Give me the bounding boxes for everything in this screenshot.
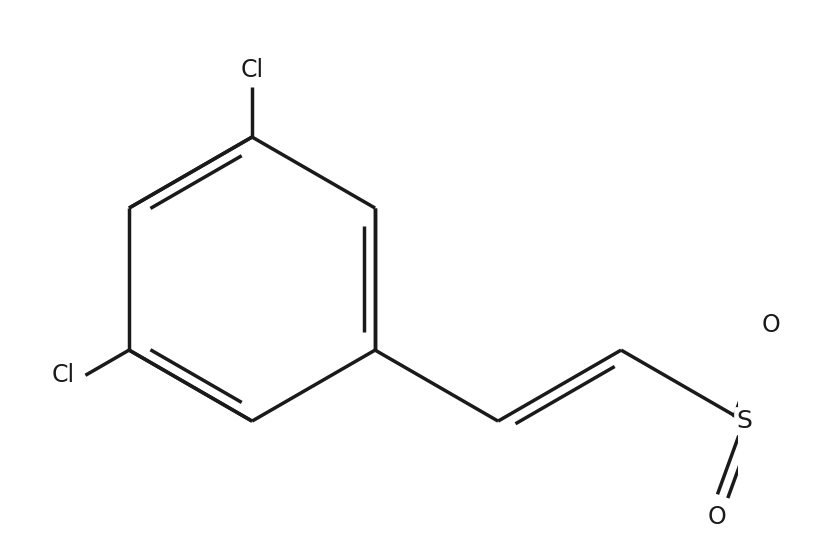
Text: Cl: Cl: [51, 363, 75, 387]
Text: Cl: Cl: [241, 58, 264, 82]
Text: O: O: [761, 313, 780, 337]
Text: S: S: [737, 409, 752, 433]
Text: O: O: [708, 505, 727, 529]
